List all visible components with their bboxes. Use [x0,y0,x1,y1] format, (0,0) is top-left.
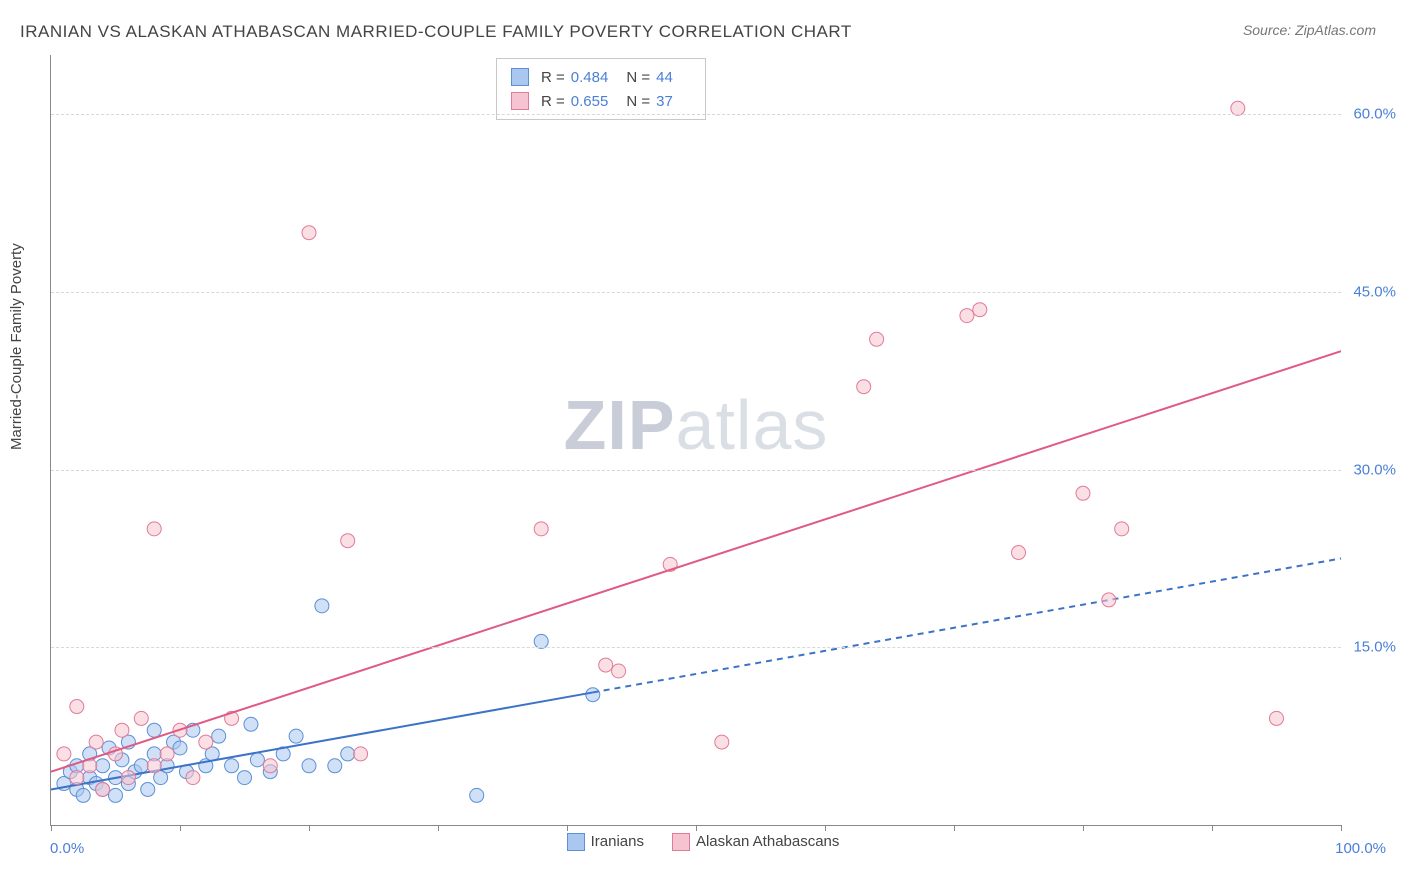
data-point [341,534,355,548]
data-point [134,711,148,725]
gridline [51,292,1341,293]
data-point [76,788,90,802]
legend-item: Alaskan Athabascans [672,833,839,850]
y-tick-label: 15.0% [1353,639,1396,656]
data-point [960,309,974,323]
data-point [586,688,600,702]
data-point [328,759,342,773]
data-point [225,759,239,773]
legend-item: Iranians [567,833,644,850]
stat-r-label: R [541,93,552,110]
stat-r-value: 0.655 [571,93,609,110]
stat-r-value: 0.484 [571,69,609,86]
y-tick-label: 60.0% [1353,106,1396,123]
x-tick [1083,825,1084,831]
data-point [341,747,355,761]
data-point [70,700,84,714]
x-tick [180,825,181,831]
x-tick [1212,825,1213,831]
stat-n-value: 44 [656,69,673,86]
data-point [263,759,277,773]
data-point [173,741,187,755]
data-point [244,717,258,731]
data-point [199,735,213,749]
data-point [121,771,135,785]
data-point [1231,101,1245,115]
x-tick [309,825,310,831]
y-tick-label: 30.0% [1353,461,1396,478]
data-point [147,759,161,773]
data-point [870,332,884,346]
data-point [186,771,200,785]
data-point [212,729,226,743]
data-point [96,759,110,773]
stat-n-value: 37 [656,93,673,110]
stats-row: R =0.655N =37 [511,89,691,113]
x-tick [1341,825,1342,831]
stat-r-label: R [541,69,552,86]
data-point [141,782,155,796]
stats-row: R =0.484N =44 [511,65,691,89]
legend-label: Alaskan Athabascans [696,833,839,850]
stats-legend-box: R =0.484N =44R =0.655N =37 [496,58,706,120]
trend-line [51,351,1341,772]
data-point [354,747,368,761]
data-point [470,788,484,802]
data-point [302,226,316,240]
data-point [1012,546,1026,560]
data-point [109,788,123,802]
legend-swatch [511,92,529,110]
source-attribution: Source: ZipAtlas.com [1243,22,1376,38]
gridline [51,114,1341,115]
data-point [289,729,303,743]
data-point [1102,593,1116,607]
legend-label: Iranians [591,833,644,850]
chart-title: IRANIAN VS ALASKAN ATHABASCAN MARRIED-CO… [20,22,852,42]
data-point [534,522,548,536]
data-point [147,723,161,737]
y-axis-label: Married-Couple Family Poverty [8,243,25,450]
data-point [160,747,174,761]
data-point [134,759,148,773]
data-point [250,753,264,767]
data-point [238,771,252,785]
y-tick-label: 45.0% [1353,283,1396,300]
data-point [1076,486,1090,500]
legend-swatch [672,833,690,851]
data-point [89,735,103,749]
legend-swatch [567,833,585,851]
data-point [57,747,71,761]
x-tick [825,825,826,831]
scatter-svg [51,55,1341,825]
data-point [857,380,871,394]
chart-plot-area: ZIPatlas R =0.484N =44R =0.655N =37 15.0… [50,55,1341,826]
x-tick [51,825,52,831]
gridline [51,647,1341,648]
data-point [612,664,626,678]
bottom-legend: Iranians Alaskan Athabascans [0,833,1406,851]
data-point [973,303,987,317]
data-point [96,782,110,796]
data-point [147,522,161,536]
x-tick [696,825,697,831]
x-tick [567,825,568,831]
trend-line-dashed [593,558,1341,692]
data-point [534,634,548,648]
stat-n-label: N [626,93,637,110]
gridline [51,470,1341,471]
legend-swatch [511,68,529,86]
x-tick [954,825,955,831]
data-point [599,658,613,672]
x-tick [438,825,439,831]
data-point [315,599,329,613]
data-point [115,723,129,737]
data-point [715,735,729,749]
data-point [1270,711,1284,725]
data-point [70,771,84,785]
data-point [302,759,316,773]
stat-n-label: N [626,69,637,86]
data-point [1115,522,1129,536]
